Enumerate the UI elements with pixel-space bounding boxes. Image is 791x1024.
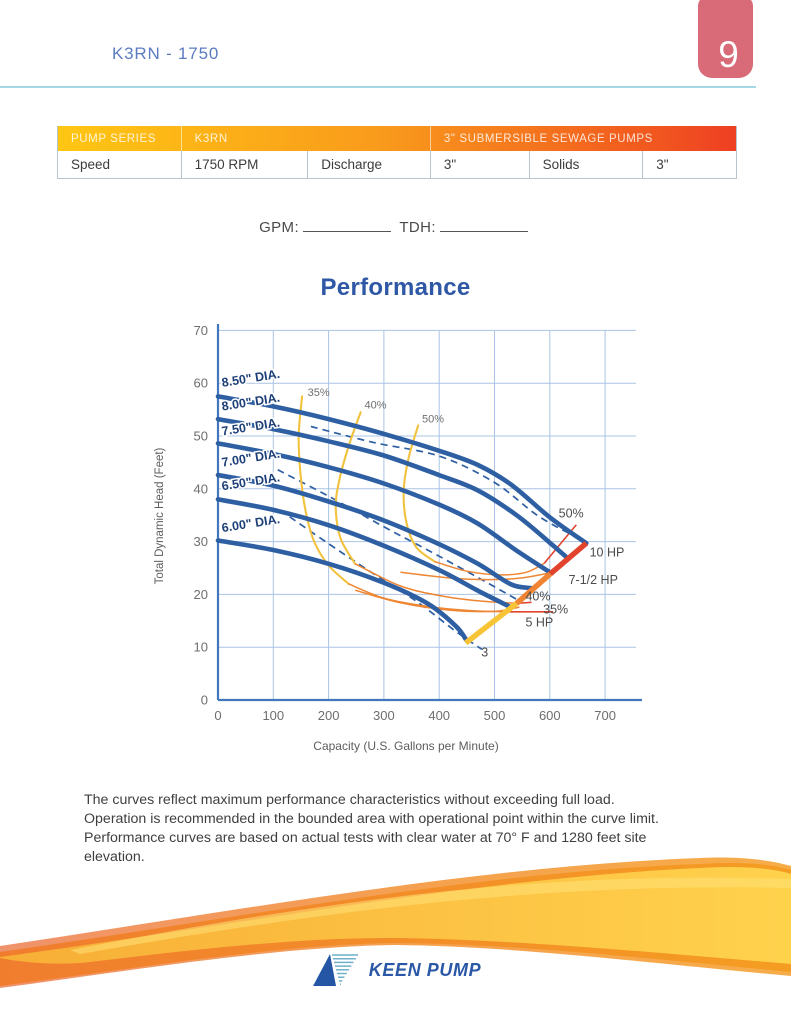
page-number: 9 <box>718 34 739 75</box>
svg-text:40%: 40% <box>365 400 387 412</box>
striped-triangle <box>331 954 358 986</box>
spec-cell-speed-value: 1750 RPM <box>182 151 309 178</box>
svg-text:7.00" DIA.: 7.00" DIA. <box>221 447 281 470</box>
svg-text:700: 700 <box>594 708 616 723</box>
page-number-badge: 9 <box>698 0 753 78</box>
svg-text:3: 3 <box>481 646 488 660</box>
svg-text:600: 600 <box>539 708 561 723</box>
svg-text:35%: 35% <box>308 387 330 399</box>
svg-text:30: 30 <box>194 534 208 549</box>
svg-text:500: 500 <box>484 708 506 723</box>
svg-text:Capacity (U.S. Gallons per Min: Capacity (U.S. Gallons per Minute) <box>313 739 498 753</box>
spec-cell-solids-value: 3" <box>656 157 669 172</box>
svg-text:0: 0 <box>201 693 208 708</box>
chart-axes <box>216 324 642 702</box>
svg-text:70: 70 <box>194 323 208 338</box>
head-capacity-curves <box>215 394 589 644</box>
svg-text:8.50" DIA.: 8.50" DIA. <box>221 367 281 390</box>
svg-text:7-1/2 HP: 7-1/2 HP <box>569 573 618 587</box>
svg-text:6.50" DIA.: 6.50" DIA. <box>221 470 281 493</box>
spec-cell-discharge-value: 3" <box>431 151 530 178</box>
svg-text:0: 0 <box>214 708 221 723</box>
svg-text:60: 60 <box>194 376 208 391</box>
svg-text:8.00" DIA.: 8.00" DIA. <box>221 391 281 414</box>
striped-arrow-logo <box>58 38 102 76</box>
spec-table: PUMP SERIES K3RN 3" SUBMERSIBLE SEWAGE P… <box>57 126 737 179</box>
keen-pump-icon <box>312 954 358 986</box>
spec-header-series-value: K3RN <box>182 126 431 151</box>
svg-text:Total Dynamic Head (Feet): Total Dynamic Head (Feet) <box>154 447 166 584</box>
footnote-text: The curves reflect maximum performance c… <box>84 792 659 865</box>
chart-axis-titles: Total Dynamic Head (Feet) Capacity (U.S. … <box>154 447 499 753</box>
footer-wave-graphic <box>0 857 791 988</box>
chart-title: Performance <box>320 274 471 301</box>
svg-text:200: 200 <box>318 708 340 723</box>
svg-text:40: 40 <box>194 481 208 496</box>
spec-cell-solids-label: Solids <box>530 151 644 178</box>
chart-container: 0 10 20 30 40 50 60 70 0 100 200 300 400 500 600 700 Tot… <box>140 320 650 768</box>
chart-annotations: 50% 10 HP 7-1/2 HP 40%35%5 HP 3 <box>481 506 624 659</box>
svg-text:300: 300 <box>373 708 395 723</box>
efficiency-curves: 35% 40% 50% <box>297 387 545 613</box>
chart-grid <box>218 329 636 700</box>
svg-text:10 HP: 10 HP <box>590 545 625 559</box>
tdh-blank-field[interactable] <box>439 218 528 232</box>
spec-header-pump-series: PUMP SERIES <box>58 126 182 151</box>
gpm-blank-field[interactable] <box>303 218 392 232</box>
svg-text:35%: 35% <box>543 602 568 616</box>
brand-logo: KEEN PUMP <box>0 952 791 988</box>
tdh-label: TDH: <box>399 219 436 236</box>
svg-text:100: 100 <box>262 708 284 723</box>
max-power-line <box>464 541 589 646</box>
wave-yellow-band <box>0 866 791 964</box>
svg-text:50: 50 <box>194 429 208 444</box>
spec-cell-speed-label: Speed <box>58 151 182 178</box>
svg-text:20: 20 <box>194 587 208 602</box>
solid-triangle <box>312 954 336 986</box>
worksheet-line: GPM: TDH: <box>0 218 791 236</box>
spec-cell-discharge-label: Discharge <box>308 151 431 178</box>
gpm-label: GPM: <box>259 219 300 236</box>
page-title: K3RN - 1750 <box>112 44 220 63</box>
brand-name: KEEN PUMP <box>368 959 482 980</box>
wave-highlight <box>70 877 791 954</box>
svg-text:50%: 50% <box>559 506 584 520</box>
spec-header-description: 3" SUBMERSIBLE SEWAGE PUMPS <box>443 132 653 145</box>
svg-text:40%: 40% <box>525 590 550 604</box>
arrow-stripes <box>58 38 102 76</box>
svg-text:10: 10 <box>194 640 208 655</box>
svg-text:6.00" DIA.: 6.00" DIA. <box>221 512 281 535</box>
svg-text:50%: 50% <box>422 413 444 425</box>
header-divider <box>0 86 756 88</box>
spec-table-body-row: Speed 1750 RPM Discharge 3" Solids 3" <box>58 151 736 178</box>
spec-table-header-row: PUMP SERIES K3RN 3" SUBMERSIBLE SEWAGE P… <box>58 126 736 151</box>
svg-text:400: 400 <box>428 708 450 723</box>
svg-text:5 HP: 5 HP <box>525 616 553 630</box>
